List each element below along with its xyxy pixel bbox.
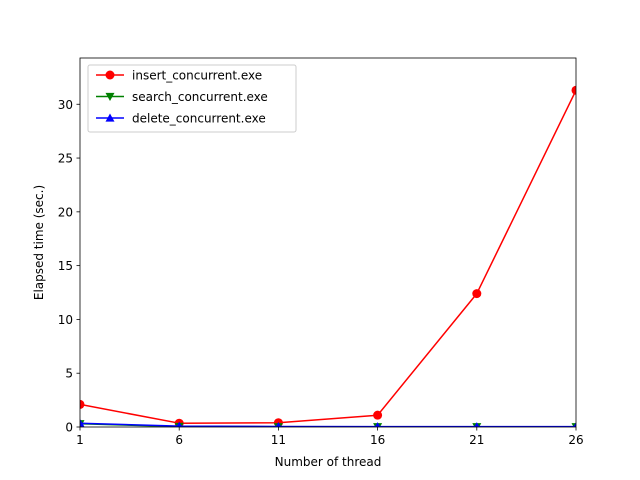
y-tick-label: 30 [58,98,73,112]
y-axis-label: Elapsed time (sec.) [32,185,46,300]
legend-entry: search_concurrent.exe [132,90,268,104]
series-3-point [80,418,85,427]
y-tick-label: 15 [58,259,73,273]
legend: insert_concurrent.exe search_concurrent.e… [87,64,297,133]
y-tick-label: 20 [58,205,73,219]
legend-marker [105,113,115,122]
y-tick-label: 5 [65,367,73,381]
x-tick-label: 11 [271,433,286,447]
x-tick-label: 6 [175,433,183,447]
x-tick-label: 16 [370,433,385,447]
series-1-point [472,289,482,299]
x-tick-label: 21 [469,433,484,447]
axes-frame [79,57,577,428]
y-tick-label: 0 [65,421,73,435]
legend-marker [105,92,115,101]
series-line-1 [80,89,576,424]
x-tick-label: 26 [568,433,583,447]
legend-entry: delete_concurrent.exe [132,112,266,126]
series-1-point [80,399,85,409]
series-3-point [374,422,381,427]
y-tick-label: 10 [58,313,73,327]
x-axis-label: Number of thread [275,455,382,469]
legend-marker [105,70,115,80]
series-1-point [571,85,576,95]
series-1-point [373,410,383,420]
series-3-point [573,422,576,427]
series-3-point [176,421,183,427]
legend-box [87,64,297,133]
x-tick-label: 1 [76,433,84,447]
series-3-point [275,421,282,427]
series-3-point [474,422,480,427]
y-tick-label: 25 [58,152,73,166]
legend-entry: insert_concurrent.exe [132,69,262,83]
